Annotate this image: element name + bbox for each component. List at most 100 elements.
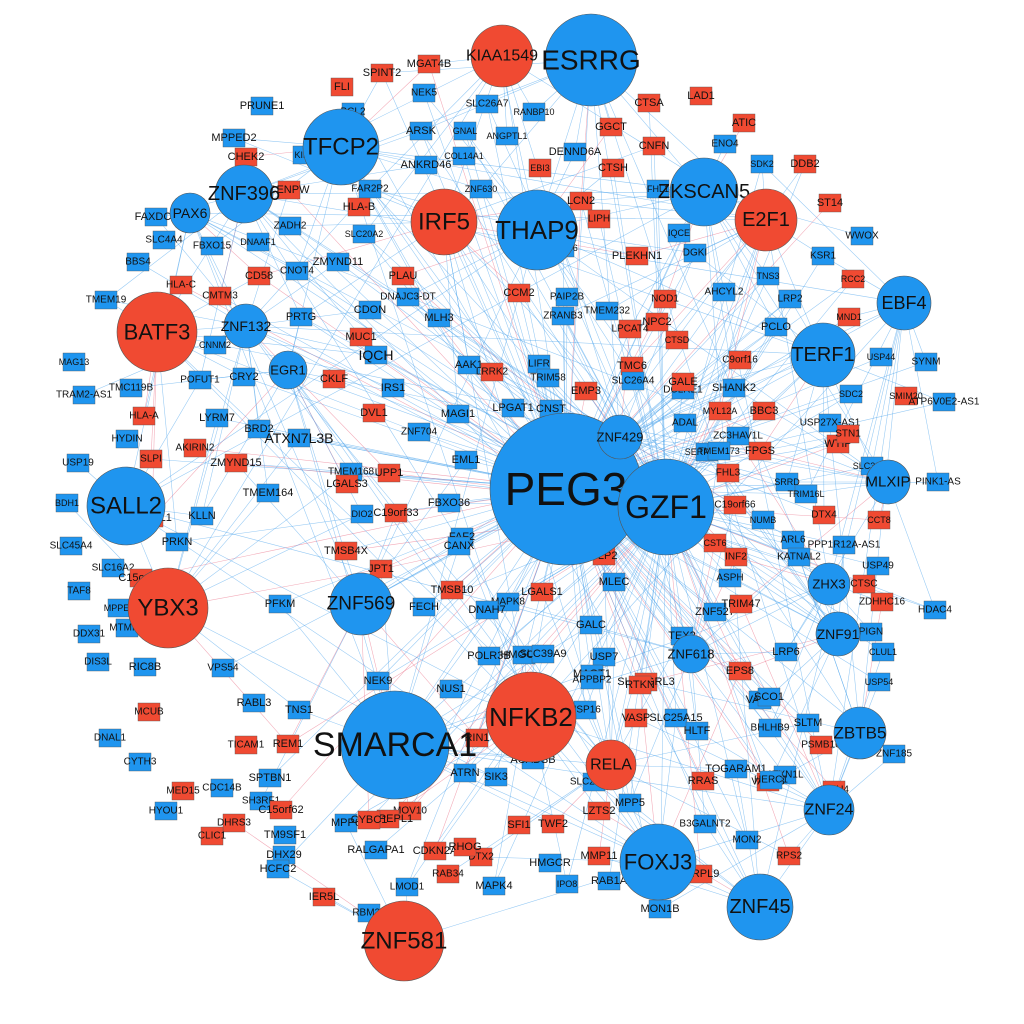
gene-node[interactable]: CYBC1 (351, 810, 388, 830)
hub-node[interactable]: SALL2 (86, 466, 166, 546)
gene-node[interactable]: IPO8 (555, 874, 579, 894)
gene-node[interactable]: DNAH7 (468, 600, 506, 620)
gene-node[interactable]: FLI (330, 77, 354, 97)
gene-node[interactable]: ADAL (672, 413, 699, 433)
gene-node[interactable]: BDH1 (55, 493, 79, 513)
hub-node[interactable]: ZNF91 (815, 611, 861, 657)
gene-node[interactable]: SLC26A4 (612, 371, 655, 391)
gene-node[interactable]: HLA-A (129, 406, 159, 426)
hub-node[interactable]: ZNF132 (221, 303, 272, 349)
gene-node[interactable]: EPS8 (726, 661, 754, 681)
gene-node[interactable]: HYOU1 (149, 801, 184, 821)
gene-node[interactable]: PLAU (389, 266, 418, 286)
gene-node[interactable]: C15orf62 (258, 800, 304, 820)
gene-node[interactable]: CNNM2 (199, 335, 231, 355)
gene-node[interactable]: TMC119B (109, 378, 154, 398)
gene-node[interactable]: IRS1 (381, 378, 405, 398)
gene-node[interactable]: RANBP10 (513, 102, 555, 122)
gene-node[interactable]: CRY2 (229, 367, 259, 387)
gene-node[interactable]: TMEM232 (584, 301, 631, 321)
gene-node[interactable]: PAIP2B (550, 287, 585, 307)
gene-node[interactable]: BBC3 (750, 401, 779, 421)
gene-node[interactable]: C19orf66 (714, 495, 756, 515)
hub-node[interactable]: MLXIP (865, 459, 911, 505)
gene-node[interactable]: SLC25A15 (649, 708, 703, 728)
gene-node[interactable]: SIK3 (484, 767, 508, 787)
gene-node[interactable]: PRKN (162, 532, 193, 552)
gene-node[interactable]: SPTBN1 (249, 768, 292, 788)
gene-node[interactable]: LZTS2 (582, 801, 616, 821)
gene-node[interactable]: SLTM (794, 713, 823, 733)
gene-node[interactable]: CMTM3 (202, 286, 238, 306)
hub-node[interactable]: IRF5 (410, 188, 478, 256)
gene-node[interactable]: UPP1 (375, 463, 404, 483)
gene-node[interactable]: TAF8 (67, 581, 91, 601)
gene-node[interactable]: LAD1 (687, 86, 715, 106)
gene-node[interactable]: RIN1 (464, 728, 490, 748)
gene-node[interactable]: LRP2 (777, 289, 803, 309)
gene-node[interactable]: RAB34 (432, 864, 464, 884)
hub-node[interactable]: ZNF396 (208, 164, 280, 224)
gene-node[interactable]: IQCH (359, 345, 394, 365)
gene-node[interactable]: COL14A1 (444, 146, 484, 166)
gene-node[interactable]: LRP6 (772, 642, 800, 662)
gene-node[interactable]: USP54 (865, 672, 894, 692)
gene-node[interactable]: MPP6 (331, 813, 361, 833)
gene-node[interactable]: CCT8 (867, 510, 891, 530)
gene-node[interactable]: SLC16A2 (92, 558, 135, 578)
gene-node[interactable]: DNAJC3-DT (380, 287, 436, 307)
gene-node[interactable]: SLC20A2 (345, 224, 384, 244)
gene-node[interactable]: MPP5 (615, 793, 645, 813)
gene-node[interactable]: SDC2 (839, 384, 863, 404)
gene-node[interactable]: MMP11 (580, 846, 618, 866)
gene-node[interactable]: DNAL1 (94, 728, 127, 748)
gene-node[interactable]: SYNM (912, 352, 941, 372)
gene-node[interactable]: ZNF704 (401, 422, 438, 442)
hub-node[interactable]: ZNF581 (361, 900, 448, 982)
gene-node[interactable]: BRD2 (244, 419, 274, 439)
gene-node[interactable]: GALC (576, 615, 606, 635)
hub-node[interactable]: ZNF429 (597, 414, 644, 460)
gene-node[interactable]: FBXO15 (193, 236, 232, 256)
gene-node[interactable]: SMIM20 (889, 386, 923, 406)
gene-node[interactable]: PLEKHN1 (612, 246, 662, 266)
gene-node[interactable]: CENPW (269, 180, 311, 200)
gene-node[interactable]: FHL1 (646, 179, 670, 199)
gene-node[interactable]: PINK1-AS (915, 472, 961, 492)
hub-node[interactable]: KIAA1549 (466, 24, 538, 88)
gene-node[interactable]: GALE (668, 372, 698, 392)
gene-node[interactable]: MLH3 (424, 308, 454, 328)
gene-node[interactable]: ZDHHC16 (859, 592, 906, 612)
gene-node[interactable]: TNS1 (285, 700, 313, 720)
gene-node[interactable]: INF2 (724, 547, 747, 567)
gene-node[interactable]: NEK5 (411, 83, 438, 103)
gene-node[interactable]: TNS3 (756, 266, 780, 286)
gene-node[interactable]: TMEM19 (86, 290, 127, 310)
gene-node[interactable]: HYDIN (111, 429, 143, 449)
gene-node[interactable]: SLC4A4 (145, 230, 183, 250)
gene-node[interactable]: USP7 (590, 647, 619, 667)
gene-node[interactable]: PFKM (265, 594, 296, 614)
gene-node[interactable]: DIS3L (84, 652, 112, 672)
gene-node[interactable]: TRIM16L (787, 484, 825, 504)
gene-node[interactable]: VPS54 (207, 658, 239, 678)
gene-node[interactable]: ARSK (406, 121, 437, 141)
gene-node[interactable]: DVL1 (360, 403, 388, 423)
gene-node[interactable]: BHLHB9 (751, 718, 790, 738)
hub-node[interactable]: YBX3 (127, 567, 209, 649)
gene-node[interactable]: ZRANB3 (543, 306, 583, 326)
gene-node[interactable]: ZNF185 (876, 744, 913, 764)
gene-node[interactable]: FHL3 (716, 463, 741, 483)
gene-node[interactable]: TMSB10 (431, 580, 474, 600)
gene-node[interactable]: ATP6V0E2-AS1 (909, 392, 980, 412)
gene-node[interactable]: MON2 (733, 830, 762, 850)
hub-node[interactable]: RELA (585, 739, 637, 791)
gene-node[interactable]: ARL6 (780, 530, 806, 550)
gene-node[interactable]: MPPED2 (211, 128, 257, 148)
gene-node[interactable]: SHANK2 (712, 378, 756, 398)
gene-node[interactable]: SPINT2 (363, 63, 402, 83)
gene-node[interactable]: CDC14B (202, 778, 242, 798)
gene-node[interactable]: FBXO36 (428, 493, 470, 513)
gene-node[interactable]: DDB2 (790, 154, 820, 174)
gene-node[interactable]: SLC39A9 (519, 644, 567, 664)
